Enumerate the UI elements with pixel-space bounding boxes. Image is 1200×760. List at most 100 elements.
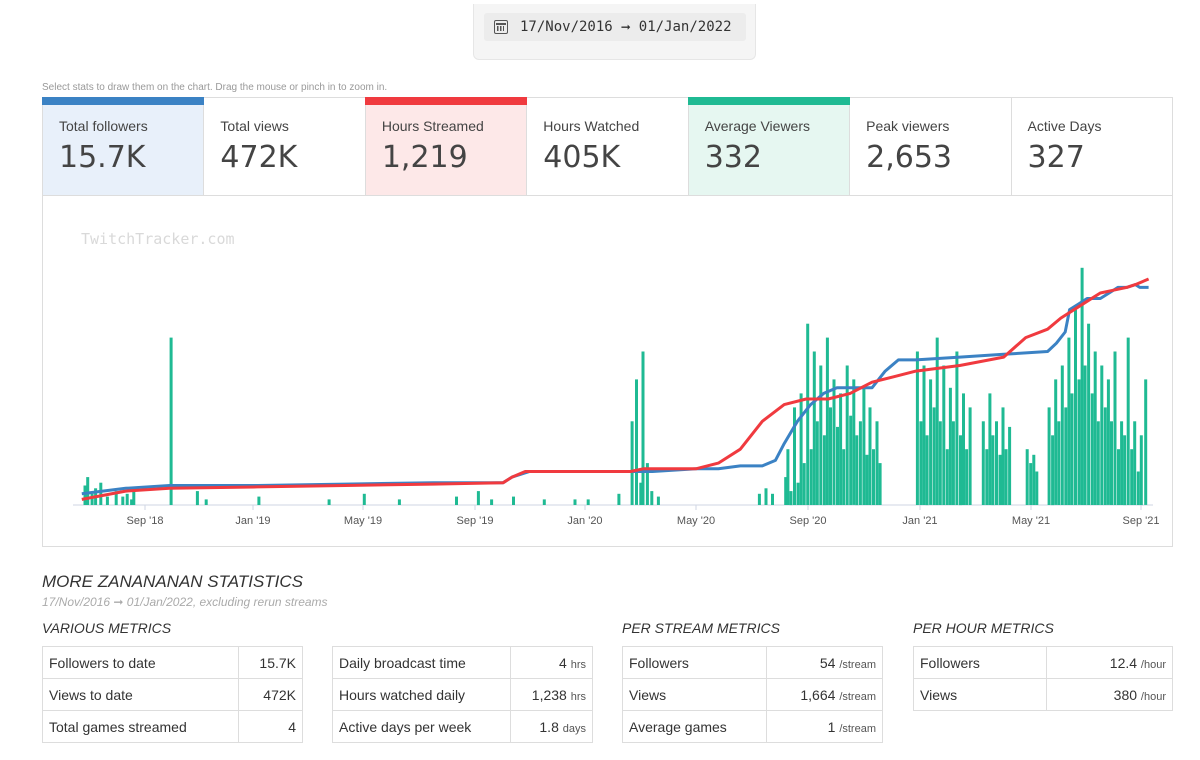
- stat-label: Total followers: [59, 118, 148, 134]
- average-viewers-bar: [862, 387, 866, 505]
- table-row: Views 380 /hour: [913, 678, 1174, 711]
- average-viewers-bar: [822, 435, 826, 506]
- stat-total-followers[interactable]: Total followers 15.7K: [42, 97, 205, 195]
- average-viewers-bar: [935, 337, 939, 505]
- average-viewers-bar: [1077, 379, 1081, 505]
- average-viewers-bar: [1139, 435, 1143, 506]
- metric-label: Average games: [621, 710, 768, 743]
- stat-hours-watched[interactable]: Hours Watched 405K: [527, 98, 689, 195]
- date-start: 17/Nov/2016: [520, 19, 613, 35]
- stat-selector: Total followers 15.7K Total views 472K Hou…: [42, 97, 1173, 196]
- hours-streamed-line: [81, 277, 1150, 501]
- metric-label: Total games streamed: [42, 710, 239, 743]
- date-range-picker[interactable]: 17/Nov/2016 ➞ 01/Jan/2022: [473, 4, 756, 60]
- stats-chart[interactable]: TwitchTracker.com Sep '18 Jan '19 May '19 Se…: [42, 196, 1173, 547]
- metric-label: Active days per week: [332, 710, 511, 743]
- x-tick-label: Sep '20: [790, 515, 827, 527]
- chart-svg[interactable]: TwitchTracker.com Sep '18 Jan '19 May '19 Se…: [43, 196, 1174, 547]
- average-viewers-bar: [327, 499, 331, 505]
- average-viewers-bar: [951, 421, 955, 505]
- average-viewers-bar: [829, 407, 832, 505]
- average-viewers-bar: [1096, 421, 1100, 505]
- stat-value: 15.7K: [59, 140, 146, 175]
- average-viewers-bar: [1093, 351, 1097, 505]
- metric-unit: hrs: [570, 658, 586, 671]
- average-viewers-bar: [1144, 379, 1148, 505]
- date-range-button[interactable]: 17/Nov/2016 ➞ 01/Jan/2022: [484, 13, 746, 41]
- stat-hours-streamed[interactable]: Hours Streamed 1,219: [364, 97, 528, 195]
- average-viewers-bar: [965, 449, 969, 505]
- average-viewers-bar: [573, 499, 577, 505]
- average-viewers-bar: [915, 351, 919, 505]
- average-viewers-bar: [948, 387, 952, 505]
- x-tick-label: Jan '21: [902, 515, 937, 527]
- average-viewers-bar: [114, 491, 118, 506]
- average-viewers-bar: [455, 496, 458, 505]
- average-viewers-bar: [942, 365, 946, 505]
- average-viewers-bar: [865, 454, 869, 505]
- average-viewers-bar: [1090, 393, 1094, 505]
- average-viewers-bar: [130, 499, 134, 505]
- metric-unit: /hour: [1140, 690, 1166, 703]
- chart-watermark: TwitchTracker.com: [81, 230, 235, 248]
- stat-total-views[interactable]: Total views 472K: [204, 98, 366, 195]
- average-viewers-bar: [802, 463, 806, 505]
- average-viewers-bar: [938, 421, 942, 505]
- table-row: Views 1,664 /stream: [621, 678, 883, 711]
- table-row: Active days per week 1.8 days: [332, 710, 594, 743]
- average-viewers-bar: [1067, 337, 1071, 505]
- average-viewers-bar: [169, 337, 173, 505]
- metric-value: 4: [237, 710, 304, 743]
- average-viewers-bar: [121, 496, 125, 505]
- average-viewers-bar: [836, 426, 839, 505]
- average-viewers-bar: [981, 421, 985, 505]
- metric-value: 380 /hour: [1045, 678, 1174, 711]
- table-row: Followers 12.4 /hour: [913, 646, 1174, 679]
- stat-peak-viewers[interactable]: Peak viewers 2,653: [850, 98, 1012, 195]
- average-viewers-bar: [995, 421, 998, 505]
- average-viewers-bar: [1103, 407, 1107, 505]
- average-viewers-bar: [799, 393, 803, 505]
- more-stats-subtitle: 17/Nov/2016 ➞ 01/Jan/2022, excluding rer…: [42, 595, 328, 609]
- x-tick-label: Jan '19: [235, 515, 270, 527]
- stat-label: Active Days: [1027, 118, 1102, 134]
- average-viewers-bar: [512, 496, 515, 505]
- average-viewers-bar: [925, 435, 929, 506]
- metric-label: Followers: [621, 646, 768, 679]
- table-row: Views to date 472K: [42, 678, 304, 711]
- x-tick-label: May '21: [1012, 515, 1050, 527]
- average-viewers-bar: [1136, 471, 1140, 505]
- metric-label: Daily broadcast time: [332, 646, 511, 679]
- average-viewers-bar: [819, 365, 823, 505]
- x-tick-label: Sep '19: [457, 515, 494, 527]
- various-metrics-table-a: Followers to date 15.7K Views to date 472K…: [42, 646, 304, 743]
- average-viewers-bar: [832, 379, 836, 505]
- average-viewers-bar: [639, 482, 643, 505]
- average-viewers-bar: [919, 421, 923, 505]
- average-viewers-bar: [757, 493, 761, 505]
- metric-value: 15.7K: [237, 646, 304, 679]
- average-viewers-bar: [872, 449, 875, 505]
- per-hour-table: Followers 12.4 /hour Views 380 /hour: [913, 646, 1174, 711]
- average-viewers-bar: [257, 496, 261, 505]
- average-viewers-bar: [932, 407, 936, 505]
- average-viewers-bar: [635, 379, 638, 505]
- average-viewers-bar: [1051, 435, 1055, 506]
- average-viewers-bar: [1100, 365, 1104, 505]
- average-viewers-bar: [968, 407, 972, 505]
- stat-label: Peak viewers: [866, 118, 950, 134]
- average-viewers-bar: [490, 499, 494, 505]
- average-viewers-bar: [793, 407, 796, 505]
- various-metrics-title: VARIOUS METRICS: [42, 620, 172, 636]
- average-viewers-bar: [1047, 407, 1051, 505]
- table-row: Total games streamed 4: [42, 710, 304, 743]
- average-viewers-bar: [650, 491, 654, 506]
- metric-label: Hours watched daily: [332, 678, 511, 711]
- average-viewers-bar: [99, 482, 103, 505]
- metric-label: Views: [913, 678, 1047, 711]
- metric-unit: hrs: [570, 690, 586, 703]
- stat-active-days[interactable]: Active Days 327: [1011, 98, 1172, 195]
- date-end: 01/Jan/2022: [638, 19, 732, 35]
- average-viewers-bar: [771, 493, 774, 505]
- stat-average-viewers[interactable]: Average Viewers 332: [687, 97, 851, 195]
